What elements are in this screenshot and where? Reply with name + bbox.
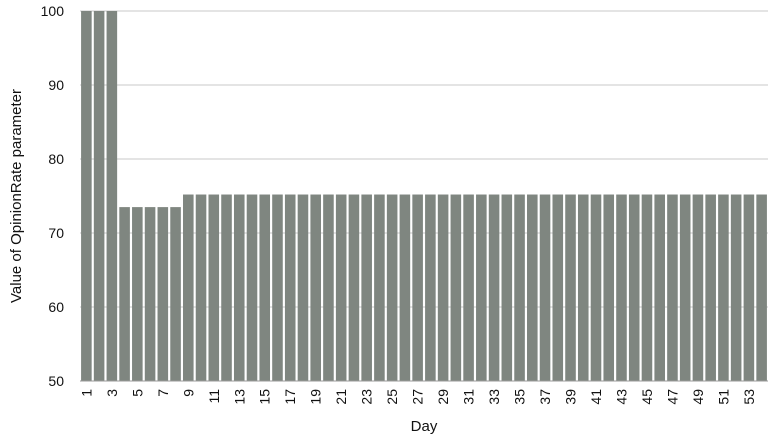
y-axis-ticks: 50 60 70 80 90 100 [41, 3, 65, 389]
bar-day-31 [463, 194, 474, 381]
bars [81, 11, 767, 381]
bar-day-7 [157, 207, 169, 381]
y-tick-label: 60 [48, 299, 64, 315]
bar-day-23 [361, 194, 372, 381]
bar-day-39 [565, 194, 576, 381]
x-tick-label: 35 [512, 389, 528, 405]
bar-day-42 [603, 194, 615, 381]
x-tick-label: 5 [129, 389, 145, 397]
bar-day-12 [221, 194, 232, 381]
x-tick-label: 1 [78, 389, 94, 397]
x-tick-label: 49 [690, 389, 706, 405]
y-tick-label: 50 [48, 373, 64, 389]
x-tick-label: 11 [206, 389, 222, 404]
x-tick-label: 29 [435, 389, 451, 405]
x-tick-label: 15 [257, 389, 273, 405]
x-tick-label: 51 [715, 389, 731, 405]
bar-day-24 [374, 194, 385, 381]
x-tick-label: 45 [639, 389, 655, 405]
bar-day-29 [437, 194, 449, 381]
bar-day-5 [132, 207, 143, 381]
bar-day-6 [144, 207, 156, 381]
x-tick-label: 31 [461, 389, 477, 405]
x-tick-label: 19 [308, 389, 324, 405]
y-tick-label: 80 [48, 151, 64, 167]
bar-day-35 [514, 194, 525, 381]
x-axis-ticks: 1 3 5 7 9 11 13 15 17 19 21 23 25 27 29 31 33 35 37 39 41 43 4… [78, 389, 757, 405]
bar-day-45 [641, 194, 653, 381]
bar-day-50 [705, 194, 716, 381]
bar-day-43 [616, 194, 627, 381]
bar-day-37 [539, 194, 551, 381]
x-tick-label: 7 [155, 389, 171, 397]
bar-day-27 [412, 194, 423, 381]
bar-day-20 [323, 194, 334, 381]
x-tick-label: 3 [104, 389, 120, 397]
y-axis-title: Value of OpinionRate parameter [8, 89, 25, 303]
x-tick-label: 9 [180, 389, 196, 397]
bar-day-30 [450, 194, 462, 381]
bar-day-13 [233, 194, 245, 381]
bar-day-49 [692, 194, 704, 381]
bar-day-17 [284, 194, 296, 381]
bar-day-25 [386, 194, 398, 381]
x-axis-title: Day [411, 418, 438, 435]
bar-day-21 [335, 194, 347, 381]
bar-day-47 [667, 194, 678, 381]
x-tick-label: 17 [282, 389, 298, 405]
bar-day-40 [577, 194, 589, 381]
bar-day-44 [628, 194, 640, 381]
bar-day-11 [208, 194, 220, 381]
bar-day-33 [488, 194, 500, 381]
bar-day-34 [501, 194, 513, 381]
bar-day-18 [297, 194, 309, 381]
y-tick-label: 70 [48, 225, 64, 241]
x-tick-label: 33 [486, 389, 502, 405]
bar-day-51 [718, 194, 729, 381]
bar-day-46 [654, 194, 665, 381]
x-tick-label: 39 [563, 389, 579, 405]
bar-day-41 [590, 194, 602, 381]
bar-day-48 [679, 194, 691, 381]
bar-day-19 [310, 194, 321, 381]
bar-day-22 [348, 194, 360, 381]
x-tick-label: 53 [741, 389, 757, 405]
x-tick-label: 25 [384, 389, 400, 405]
bar-day-1 [81, 11, 92, 381]
x-tick-label: 47 [664, 389, 680, 405]
bar-day-16 [272, 194, 283, 381]
bar-day-2 [93, 11, 105, 381]
bar-day-3 [106, 11, 118, 381]
bar-day-15 [259, 194, 271, 381]
bar-day-9 [183, 194, 194, 381]
x-tick-label: 13 [231, 389, 247, 405]
bar-day-10 [195, 194, 207, 381]
bar-day-14 [246, 194, 258, 381]
bar-day-53 [743, 194, 755, 381]
bar-day-38 [552, 194, 564, 381]
x-tick-label: 21 [333, 389, 349, 405]
bar-day-26 [399, 194, 411, 381]
bar-day-32 [476, 194, 487, 381]
x-tick-label: 43 [613, 389, 629, 405]
bar-day-54 [756, 194, 767, 381]
x-tick-label: 37 [537, 389, 553, 405]
bar-day-52 [730, 194, 742, 381]
bar-day-36 [527, 194, 538, 381]
bar-day-4 [119, 207, 130, 381]
x-tick-label: 41 [588, 389, 604, 405]
y-tick-label: 100 [41, 3, 65, 19]
y-tick-label: 90 [48, 77, 64, 93]
bar-day-8 [170, 207, 181, 381]
bar-day-28 [425, 194, 436, 381]
x-tick-label: 27 [410, 389, 426, 405]
x-tick-label: 23 [359, 389, 375, 405]
